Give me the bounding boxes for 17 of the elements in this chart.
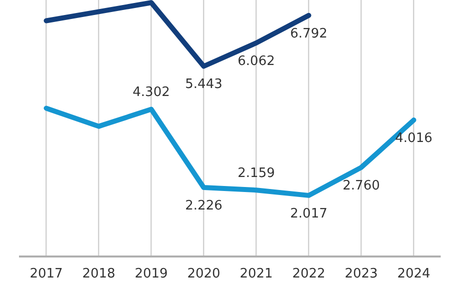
data-label: 5.443	[185, 77, 222, 92]
x-tick-label: 2023	[344, 266, 378, 282]
data-label: 6.792	[290, 26, 328, 42]
data-label: 2.226	[185, 198, 222, 214]
x-tick-label: 2017	[30, 266, 63, 282]
x-tick-label: 2024	[397, 266, 430, 282]
data-label: 2.017	[290, 206, 328, 222]
data-label: 2.159	[238, 166, 275, 181]
x-tick-label: 2022	[292, 266, 326, 282]
data-label: 4.302	[132, 85, 170, 100]
data-label: 4.016	[395, 130, 432, 146]
data-label: 2.760	[342, 178, 380, 194]
x-tick-label: 2018	[82, 266, 116, 282]
x-tick-label: 2021	[240, 266, 273, 282]
x-tick-label: 2020	[187, 266, 220, 282]
data-label: 6.062	[238, 54, 275, 69]
x-tick-label: 2019	[134, 266, 168, 282]
